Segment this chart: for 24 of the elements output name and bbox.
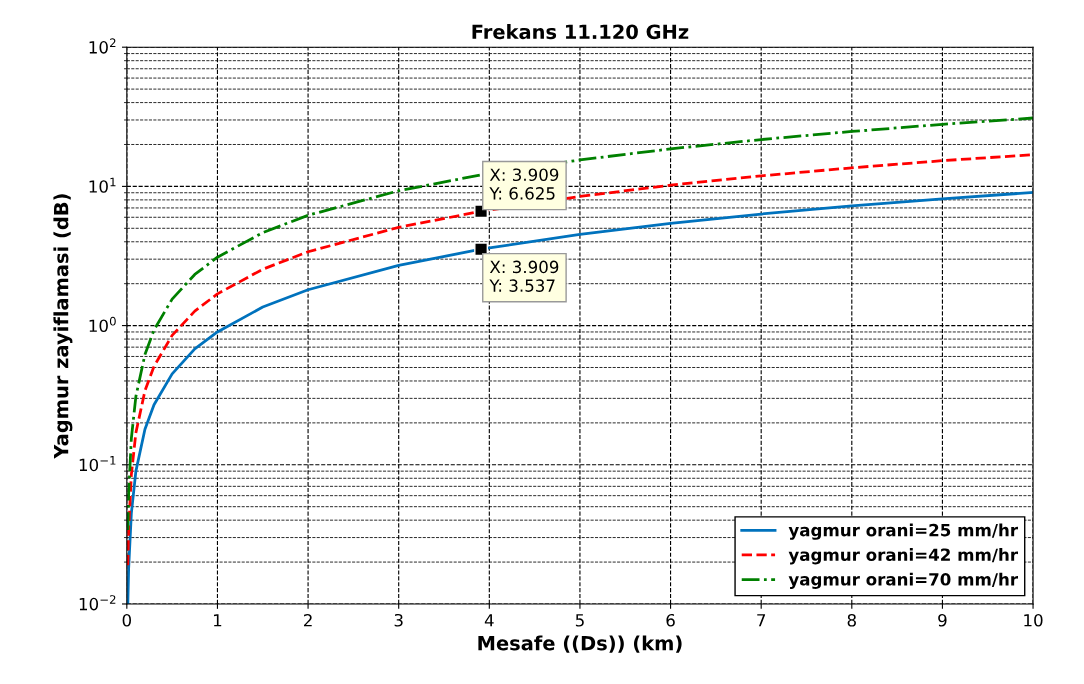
y-tick-label: 10$^{1}$	[89, 177, 116, 193]
x-tick-label: 4	[484, 614, 494, 627]
legend-label: yagmur orani=25 mm/hr	[788, 523, 1018, 540]
legend-label: yagmur orani=42 mm/hr	[788, 548, 1018, 565]
annotation: X: 3.909 Y: 6.625	[489, 168, 559, 200]
y-tick-label: 10$^{−1}$	[79, 456, 116, 472]
annotation: X: 3.909 Y: 3.537	[489, 260, 559, 292]
x-tick-label: 1	[213, 614, 222, 627]
legend-label: yagmur orani=70 mm/hr	[788, 572, 1018, 589]
y-tick-label: 10$^{−2}$	[79, 595, 116, 611]
x-axis-title: Mesafe ((Ds)) (km)	[478, 635, 682, 653]
x-tick-label: 8	[847, 613, 856, 627]
x-tick-label: 9	[938, 613, 947, 627]
chart-title: Frekans 11.120 GHz	[472, 24, 689, 40]
x-tick-label: 6	[666, 613, 675, 627]
y-axis-title: Yagmur zayiflamasi (dB)	[53, 194, 73, 459]
x-tick-label: 5	[575, 614, 584, 627]
x-tick-label: 2	[303, 613, 312, 627]
y-tick-label: 10$^{2}$	[89, 38, 116, 54]
y-tick-label: 10$^{0}$	[89, 316, 116, 333]
x-tick-label: 3	[394, 613, 403, 627]
x-tick-label: 10	[1024, 613, 1043, 627]
x-tick-label: 7	[757, 614, 766, 627]
x-tick-label: 0	[122, 613, 132, 627]
